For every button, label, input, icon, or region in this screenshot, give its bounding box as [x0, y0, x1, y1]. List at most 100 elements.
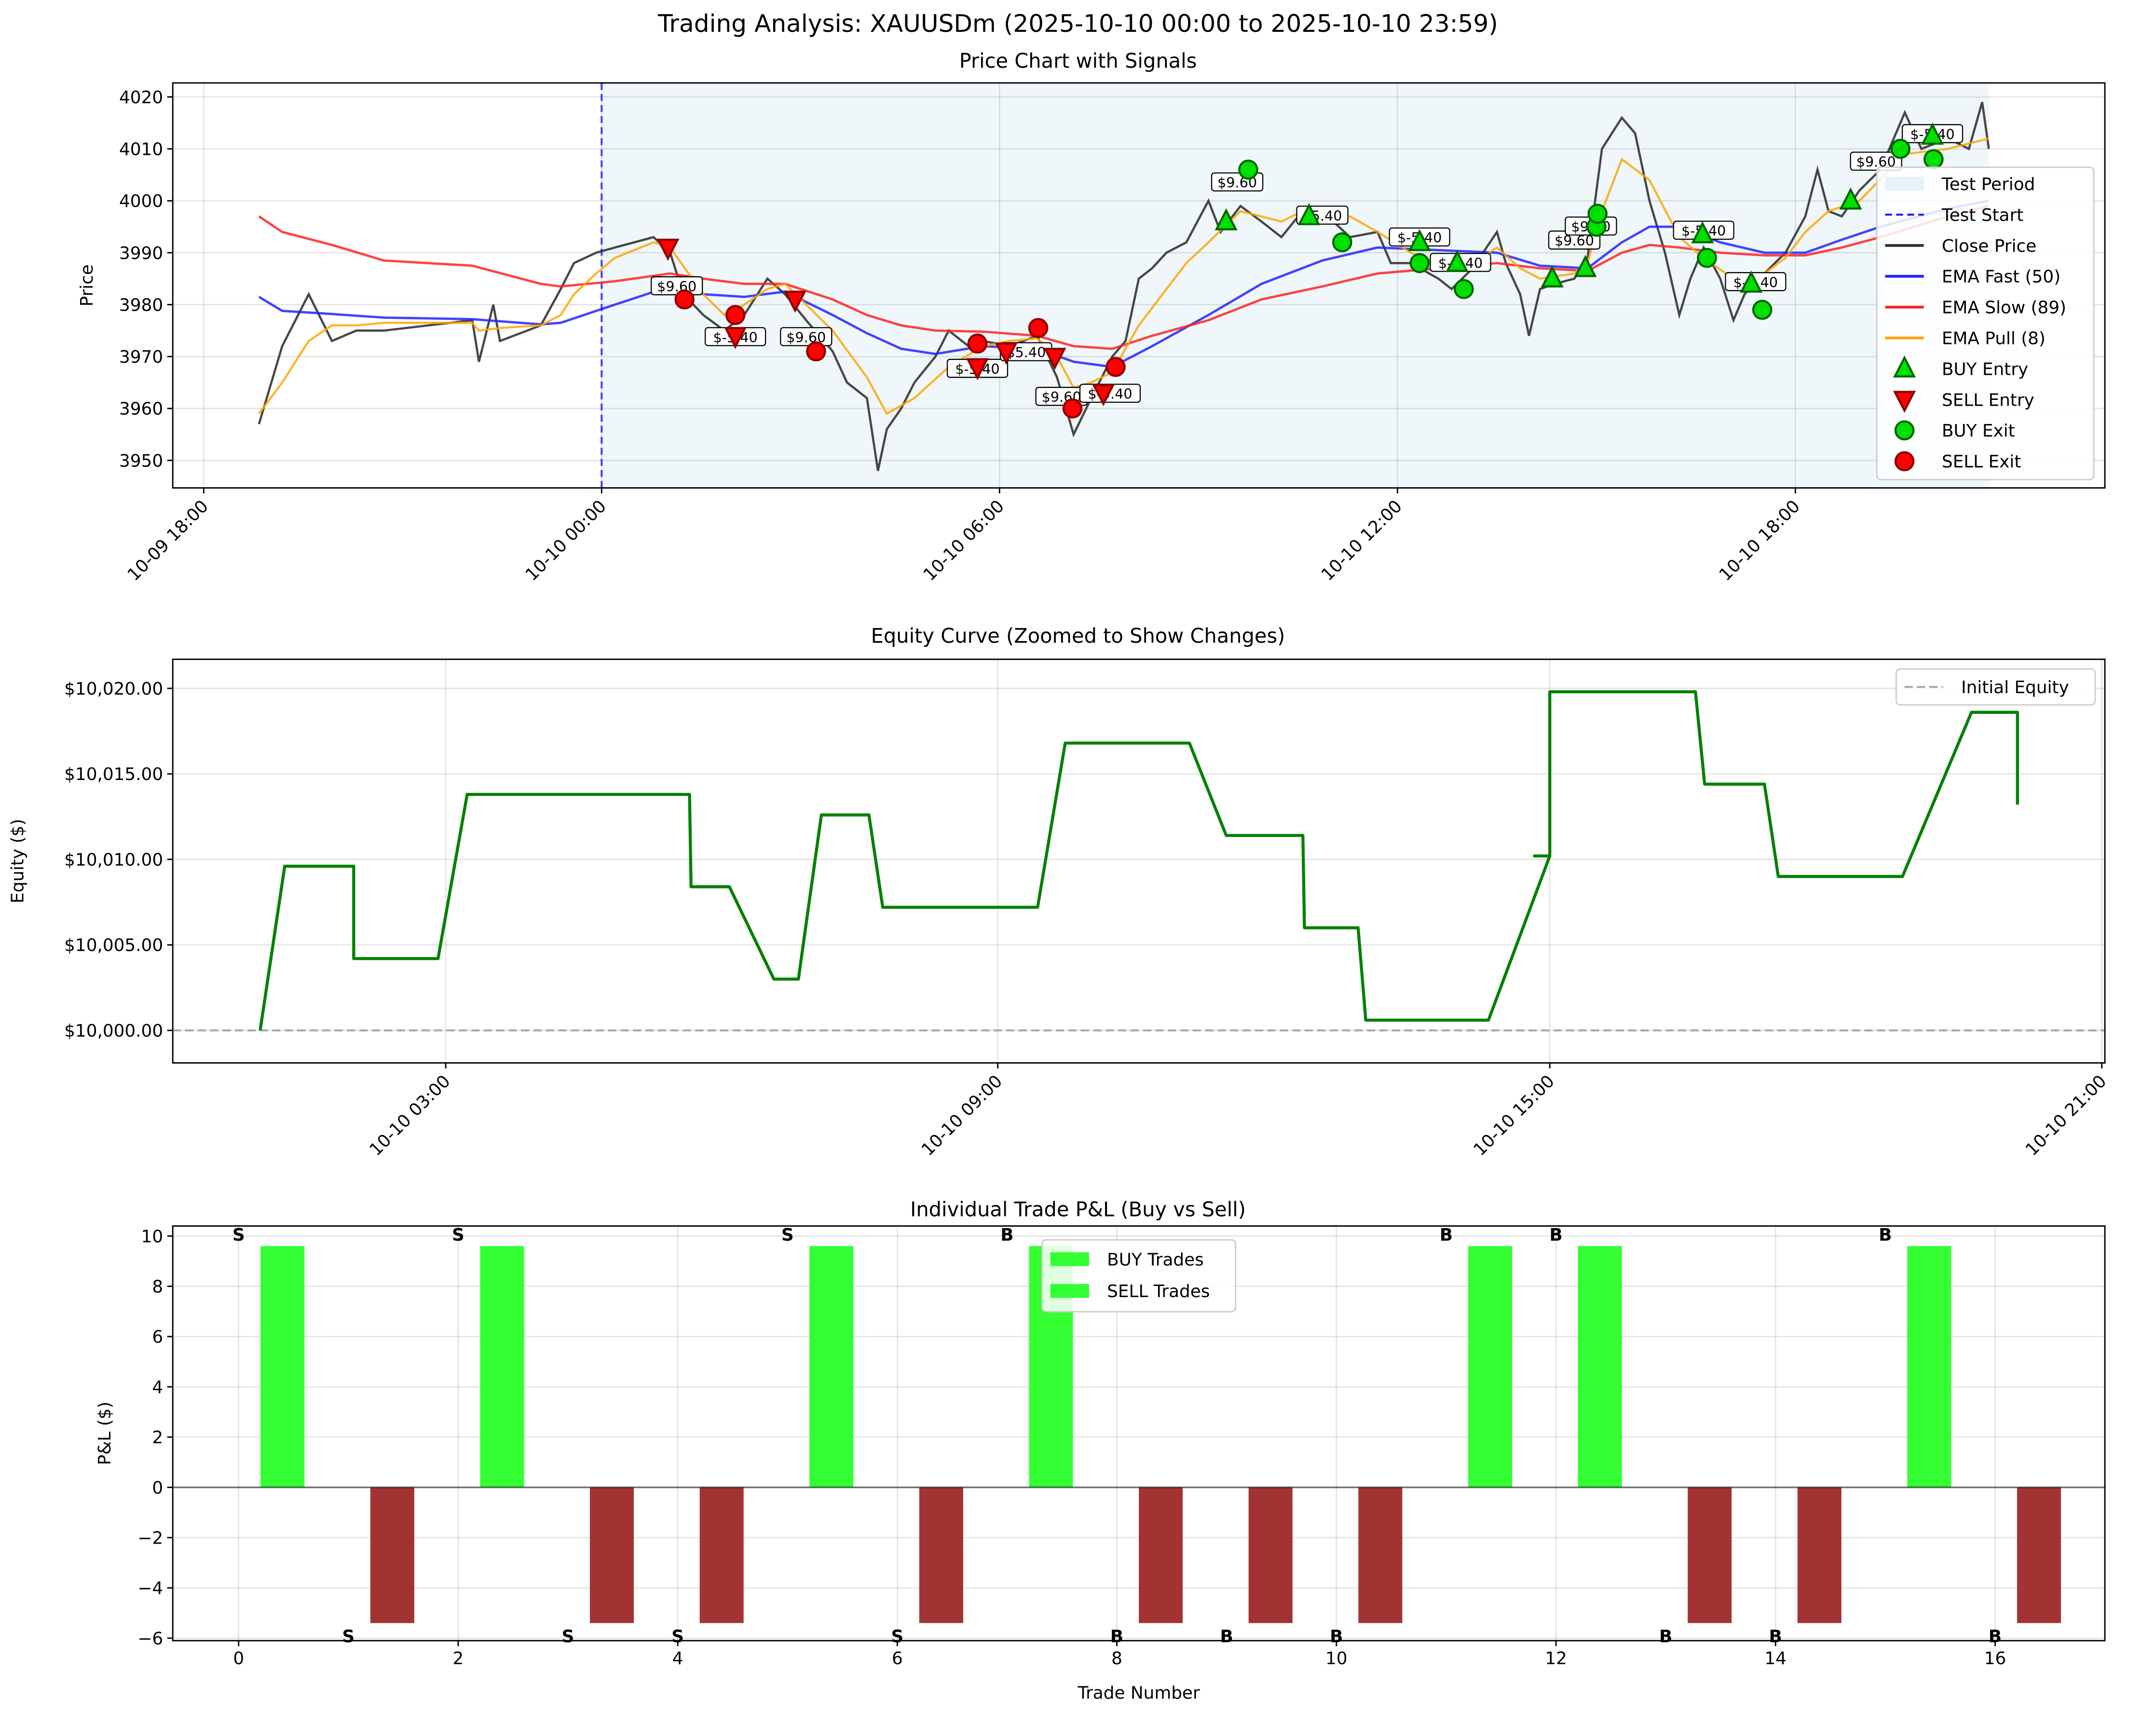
tick-label-y: 3950 — [119, 451, 163, 471]
legend-label: SELL Exit — [1942, 452, 2021, 472]
legend-label: BUY Trades — [1107, 1250, 1204, 1270]
tick-label-y: 10 — [141, 1227, 164, 1246]
sell-entry-marker — [1092, 384, 1115, 407]
tick-label-y: 2 — [152, 1428, 163, 1448]
pnl-bar — [919, 1487, 963, 1623]
legend-label: Test Start — [1941, 205, 2023, 225]
legend-label: SELL Entry — [1942, 390, 2034, 410]
tick-label-y: 8 — [152, 1277, 163, 1297]
trade-side-label: B — [1330, 1627, 1343, 1647]
tick-label-y: 3980 — [119, 295, 163, 315]
tick-label-x: 14 — [1764, 1649, 1787, 1669]
pnl-label-box — [780, 327, 832, 346]
tick-label-x: 2 — [453, 1649, 464, 1669]
pnl-bar — [1248, 1487, 1293, 1623]
sell-exit-marker — [1105, 356, 1126, 377]
pnl-bar — [1688, 1487, 1732, 1623]
pnl-bar — [370, 1487, 414, 1623]
buy-exit-marker — [1238, 159, 1258, 180]
legend-label: SELL Trades — [1107, 1282, 1210, 1301]
trade-side-label: B — [1769, 1627, 1782, 1647]
tick-label-y: 4000 — [119, 192, 163, 211]
tick-label-x: 10-10 15:00 — [1470, 1071, 1558, 1160]
buy-entry-marker — [1839, 187, 1862, 210]
pnl-legend-frame — [1041, 1239, 1237, 1313]
buy-entry-marker — [1408, 229, 1431, 251]
legend-label: EMA Slow (89) — [1942, 298, 2066, 318]
equity-chart-frame — [172, 658, 2106, 1064]
tick-label-x: 10 — [1325, 1649, 1348, 1669]
sell-exit-marker — [674, 289, 695, 310]
tick-label-x: 10-10 12:00 — [1318, 496, 1406, 585]
tick-label-x: 16 — [1984, 1649, 2006, 1669]
legend-label: BUY Entry — [1942, 359, 2028, 379]
trade-side-label: S — [671, 1627, 684, 1647]
tick-label-x: 0 — [233, 1649, 244, 1669]
tick-label-y: 4 — [152, 1378, 163, 1397]
tick-label-x: 12 — [1545, 1649, 1567, 1669]
tick-label-x: 10-10 06:00 — [920, 496, 1009, 585]
trade-side-label: B — [1549, 1225, 1562, 1245]
pnl-bar — [699, 1487, 744, 1623]
pnl-chart-frame — [172, 1225, 2106, 1642]
tick-label-x: 10-10 00:00 — [522, 496, 611, 585]
legend-swatch-test-period — [1885, 177, 1924, 191]
tick-label-y: $10,010.00 — [64, 850, 163, 870]
legend-label: Close Price — [1942, 236, 2036, 256]
trade-side-label: B — [1000, 1225, 1013, 1245]
legend-swatch-buy-trades — [1050, 1252, 1089, 1266]
tick-label-x: 10-10 18:00 — [1716, 496, 1804, 585]
sell-entry-marker — [656, 238, 680, 261]
pnl-bar — [1797, 1487, 1842, 1623]
tick-label-y: 4020 — [119, 88, 163, 108]
sell-exit-marker — [725, 305, 746, 325]
pnl-bar — [2017, 1487, 2061, 1623]
tick-label-y: −2 — [137, 1529, 163, 1548]
tick-label-y: $10,015.00 — [64, 765, 163, 784]
buy-exit-marker — [1890, 138, 1910, 159]
price-legend: Test Period Test Start Close Price EMA Fast… — [1876, 166, 2095, 480]
price-chart: 3950 3960 3970 3980 3990 4000 4010 4020 10-09 18… — [119, 82, 2105, 585]
tick-label-y: 6 — [152, 1327, 163, 1347]
pnl-bar — [1907, 1246, 1951, 1488]
trade-side-label: S — [232, 1225, 245, 1245]
sell-exit-marker — [806, 341, 826, 362]
pnl-x-axis-label: Trade Number — [1077, 1683, 1200, 1703]
buy-entry-marker — [1921, 123, 1944, 145]
trade-side-label: B — [1989, 1627, 2002, 1647]
tick-label-x: 6 — [892, 1649, 903, 1669]
price-chart-frame — [172, 82, 2106, 489]
tick-label-y: 3990 — [119, 244, 163, 263]
buy-entry-marker — [1574, 255, 1597, 277]
buy-exit-marker — [1332, 232, 1352, 253]
buy-exit-marker — [1454, 279, 1474, 300]
pnl-bar — [809, 1246, 854, 1488]
trade-side-label: S — [452, 1225, 464, 1245]
pnl-y-axis-label: P&L ($) — [95, 1402, 115, 1465]
tick-label-x: 10-10 21:00 — [2022, 1071, 2111, 1160]
buy-entry-marker — [1214, 208, 1238, 231]
trade-side-label: B — [1879, 1225, 1892, 1245]
trade-side-label: S — [891, 1627, 903, 1647]
legend-label: Initial Equity — [1961, 678, 2069, 698]
pnl-label-box — [1850, 151, 1902, 171]
pnl-bar — [1139, 1487, 1183, 1623]
buy-exit-marker — [1752, 300, 1773, 320]
pnl-chart-title: Individual Trade P&L (Buy vs Sell) — [910, 1200, 1246, 1222]
legend-swatch-sell-trades — [1050, 1284, 1089, 1298]
equity-line — [259, 690, 2019, 1031]
buy-exit-marker — [1587, 204, 1608, 224]
sell-exit-marker — [1028, 318, 1049, 338]
pnl-bar — [1468, 1246, 1512, 1488]
tick-label-y: 4010 — [119, 140, 163, 160]
tick-label-y: 3970 — [119, 347, 163, 367]
buy-exit-marker — [1697, 247, 1717, 268]
sell-entry-marker — [1043, 347, 1066, 370]
tick-label-y: −6 — [137, 1629, 163, 1649]
pnl-bar — [260, 1246, 305, 1488]
trade-side-label: B — [1220, 1627, 1233, 1647]
pnl-bar — [590, 1487, 634, 1623]
sell-entry-marker — [724, 327, 747, 349]
